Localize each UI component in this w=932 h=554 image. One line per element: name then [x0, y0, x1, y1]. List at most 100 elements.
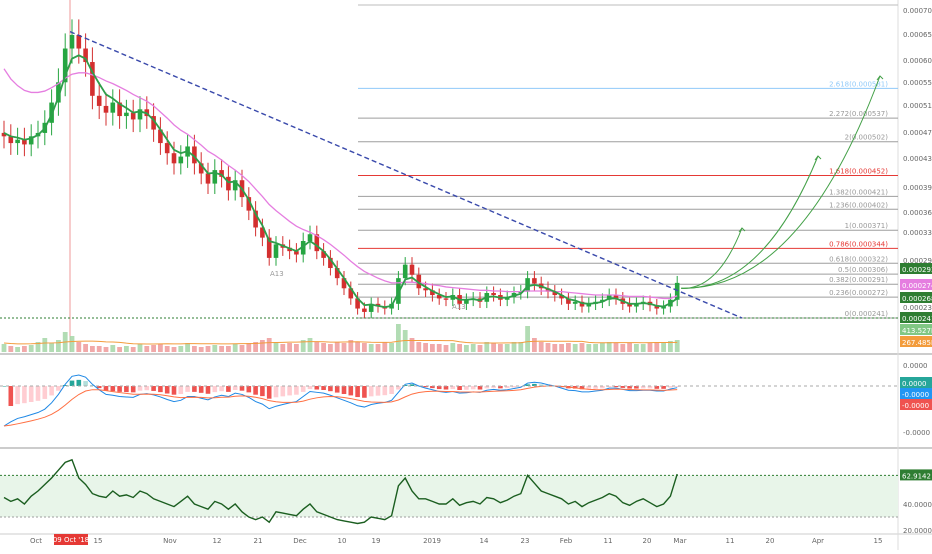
candle-body [273, 244, 279, 258]
candle-body [205, 173, 211, 184]
macd-histogram-bar [579, 386, 585, 390]
macd-histogram-bar [280, 386, 286, 397]
macd-histogram-bar [110, 386, 116, 392]
volume-bar [464, 345, 469, 352]
volume-tag [900, 324, 932, 335]
macd-histogram-bar [538, 384, 544, 386]
candle-body [232, 180, 238, 191]
macd-histogram-bar [246, 386, 252, 393]
candle-body [96, 95, 102, 106]
volume-bar [375, 344, 381, 352]
y-axis-label: 0.0000 [903, 362, 928, 370]
volume-bar [42, 338, 48, 352]
macd-histogram-bar [49, 386, 54, 396]
volume-bar [185, 343, 190, 352]
candle-body [321, 251, 326, 258]
macd-tag-text: -0.0000 [902, 402, 929, 410]
macd-histogram-bar [409, 384, 415, 386]
macd-histogram-bar [62, 385, 68, 386]
volume-bar [22, 346, 27, 352]
fib-level-label: 1.618(0.000452) [829, 167, 888, 175]
rsi-tag-text: 62.9142 [902, 472, 931, 480]
macd-histogram-bar [294, 386, 299, 395]
macd-histogram-bar [368, 386, 374, 397]
macd-histogram-bar [572, 386, 578, 389]
candle-body [396, 278, 401, 304]
volume-bar [654, 342, 660, 352]
fib-level-label: 1(0.000371) [845, 222, 889, 230]
candle-body [491, 293, 496, 296]
x-axis-highlight [54, 534, 88, 545]
candle-body [674, 282, 680, 300]
volume-bar [674, 340, 680, 352]
volume-bar [287, 343, 292, 352]
macd-histogram-bar [334, 386, 340, 393]
volume-bar [484, 342, 490, 352]
volume-bar [382, 342, 388, 352]
macd-histogram-bar [382, 386, 388, 396]
volume-bar [511, 342, 517, 352]
x-axis-label: Feb [560, 537, 573, 545]
volume-bar [477, 345, 483, 352]
y-axis-label: 40.0000 [903, 501, 932, 509]
macd-histogram-bar [103, 386, 109, 391]
x-axis-label: 09 Oct '18 [53, 536, 89, 544]
price-tag-text: 0.000268 [902, 295, 932, 303]
volume-bar [368, 344, 374, 352]
candle-body [56, 82, 61, 103]
candle-body [212, 170, 218, 184]
macd-histogram-bar [341, 386, 347, 394]
volume-bar [15, 347, 20, 352]
macd-histogram-bar [226, 386, 231, 392]
candle-body [1, 132, 7, 137]
volume-bar [8, 346, 14, 352]
candle-body [151, 116, 156, 130]
macd-histogram-bar [328, 386, 333, 392]
macd-histogram-bar [212, 386, 218, 393]
candle-body [28, 136, 34, 145]
macd-histogram-bar [8, 386, 14, 406]
candle-body [654, 305, 660, 309]
macd-histogram-bar [35, 386, 41, 401]
candle-body [90, 62, 95, 96]
volume-bar [219, 346, 224, 352]
volume-bar [613, 343, 619, 352]
macd-histogram-bar [42, 386, 48, 399]
candle-body [634, 303, 639, 307]
volume-bar [640, 344, 646, 352]
fib-level-label: 1.236(0.000402) [829, 201, 888, 209]
macd-histogram-bar [348, 386, 354, 396]
volume-bar [260, 340, 265, 352]
macd-histogram-bar [171, 386, 177, 395]
volume-bar [239, 345, 245, 352]
macd-histogram-bar [137, 386, 143, 391]
candle-body [158, 129, 163, 144]
macd-histogram-bar [518, 386, 524, 387]
candle-body [130, 112, 136, 120]
candle-body [525, 278, 530, 292]
macd-histogram-bar [389, 386, 394, 394]
macd-histogram-bar [83, 381, 88, 386]
macd-histogram-bar [28, 386, 34, 402]
candle-body [334, 268, 340, 279]
candle-body [246, 197, 252, 211]
macd-histogram-bar [96, 386, 102, 389]
volume-bar [450, 343, 456, 352]
macd-tag-text: -0.0000 [902, 391, 929, 399]
volume-bar [280, 344, 286, 352]
candle-body [464, 299, 469, 304]
macd-tag [900, 377, 932, 388]
rsi-tag [900, 469, 932, 481]
macd-tag [900, 388, 932, 399]
macd-histogram-bar [178, 386, 184, 394]
candle-body [8, 136, 14, 144]
projection-arcs [681, 75, 884, 289]
macd-histogram-bar [470, 386, 476, 390]
macd-histogram-bar [532, 383, 537, 386]
macd-histogram-bar [232, 386, 238, 390]
